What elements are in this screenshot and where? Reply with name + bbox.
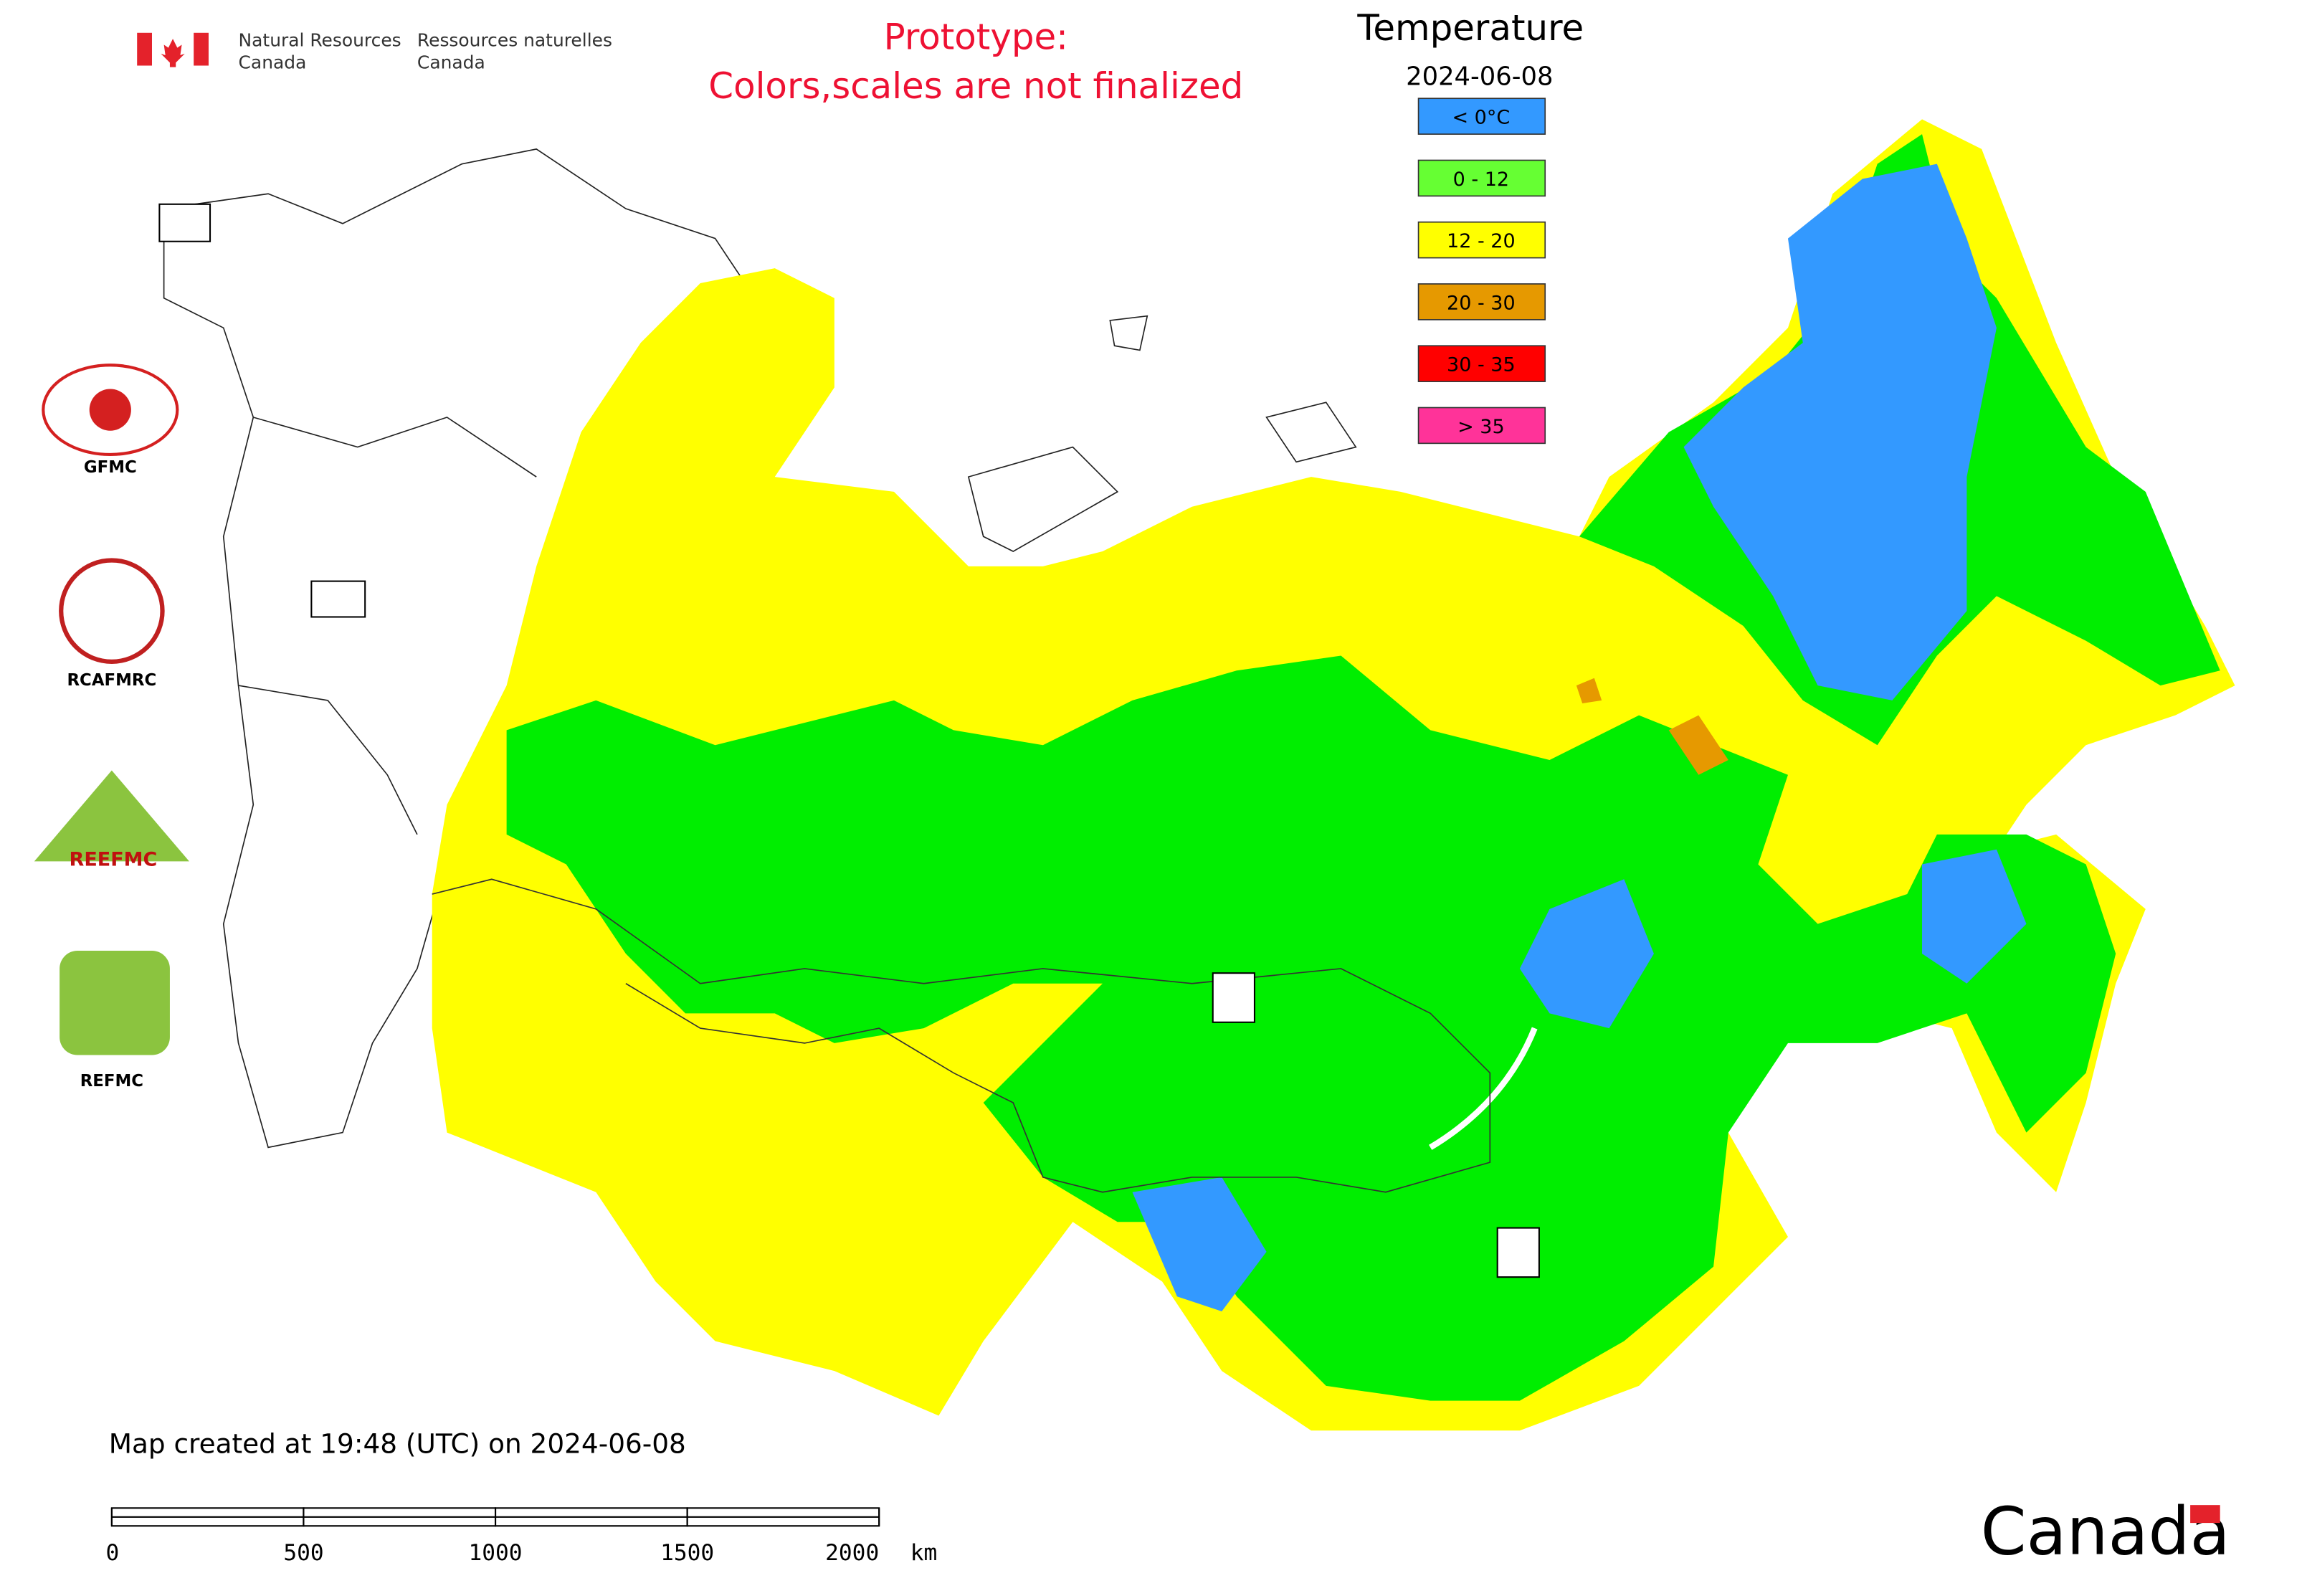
logo-caption: RCAFMRC [67, 671, 156, 690]
zone-below-0 [1132, 1177, 1267, 1311]
flag-bar [194, 32, 209, 66]
centre-marker [1496, 1227, 1540, 1278]
island [967, 446, 1119, 552]
canada-wordmark: Canada [1981, 1493, 2230, 1570]
logo-caption: REEFMC [70, 849, 158, 871]
border [432, 878, 1491, 1193]
logo-refmc [60, 951, 170, 1055]
legend-swatch [1417, 221, 1546, 259]
legend-swatch [1417, 283, 1546, 320]
legend-swatch [1417, 98, 1546, 135]
zone-below-0 [1683, 163, 1997, 700]
zone-20-30 [1576, 678, 1602, 704]
flag-bar [137, 32, 152, 66]
scale-unit: km [910, 1540, 938, 1566]
border [253, 417, 537, 478]
legend-label: 0 - 12 [1453, 168, 1509, 191]
zone-0-12 [506, 655, 2116, 1401]
notice: Prototype: [884, 16, 1068, 58]
dept-fr: Ressources naturelles [417, 29, 612, 50]
country-outlines [163, 148, 1357, 1149]
legend-swatch [1417, 159, 1546, 197]
legend-date: 2024-06-08 [1406, 62, 1553, 92]
island [1265, 402, 1357, 463]
island [1109, 315, 1148, 351]
scale-label: 1500 [660, 1540, 714, 1566]
border [238, 685, 418, 835]
dept-en: Canada [239, 52, 307, 73]
logo-reefmc [34, 770, 189, 862]
dept-fr: Canada [417, 52, 485, 73]
logo-gfmc [42, 364, 179, 457]
legend-label: > 35 [1457, 416, 1505, 438]
scale-label: 0 [106, 1540, 120, 1566]
centre-marker [158, 203, 211, 242]
legend-label: 12 - 20 [1447, 230, 1516, 252]
legend-label: 20 - 30 [1447, 292, 1516, 314]
notice: Colors,scales are not finalized [708, 65, 1243, 107]
temperature-field [432, 119, 2235, 1431]
dept-en: Natural Resources [239, 29, 401, 50]
logo-caption: GFMC [84, 458, 137, 477]
scale-label: 2000 [825, 1540, 879, 1566]
legend-swatch [1417, 407, 1546, 445]
gc-header: Natural Resources Canada Ressources natu… [137, 29, 612, 73]
legend-title: Temperature [1356, 7, 1584, 49]
zone-20-30 [1668, 715, 1728, 775]
legend-label: < 0°C [1452, 107, 1510, 129]
legend-swatch [1417, 345, 1546, 382]
logos: GFMC RCAFMRC REEFMC REFMC [34, 364, 189, 1091]
logo-rcafmrc [59, 558, 165, 664]
map-created: Map created at 19:48 (UTC) on 2024-06-08 [109, 1428, 686, 1459]
centre-marker [310, 580, 366, 618]
wordmark-flag [2190, 1505, 2220, 1524]
zone-below-0 [1519, 879, 1654, 1029]
lake-baikal [1429, 1027, 1538, 1150]
scale-bar: 0 500 1000 1500 2000 km [106, 1507, 938, 1566]
maple-leaf [161, 39, 185, 67]
centre-marker [1212, 972, 1255, 1023]
legend-label: 30 - 35 [1447, 354, 1516, 376]
scale-label: 1000 [469, 1540, 523, 1566]
logo-gfmc [89, 389, 131, 431]
zone-below-0 [1922, 849, 2027, 984]
scale-label: 500 [283, 1540, 323, 1566]
logo-caption: REFMC [80, 1072, 143, 1091]
legend: < 0°C 0 - 12 12 - 20 20 - 30 30 - 35 > 35 [1417, 98, 1546, 445]
